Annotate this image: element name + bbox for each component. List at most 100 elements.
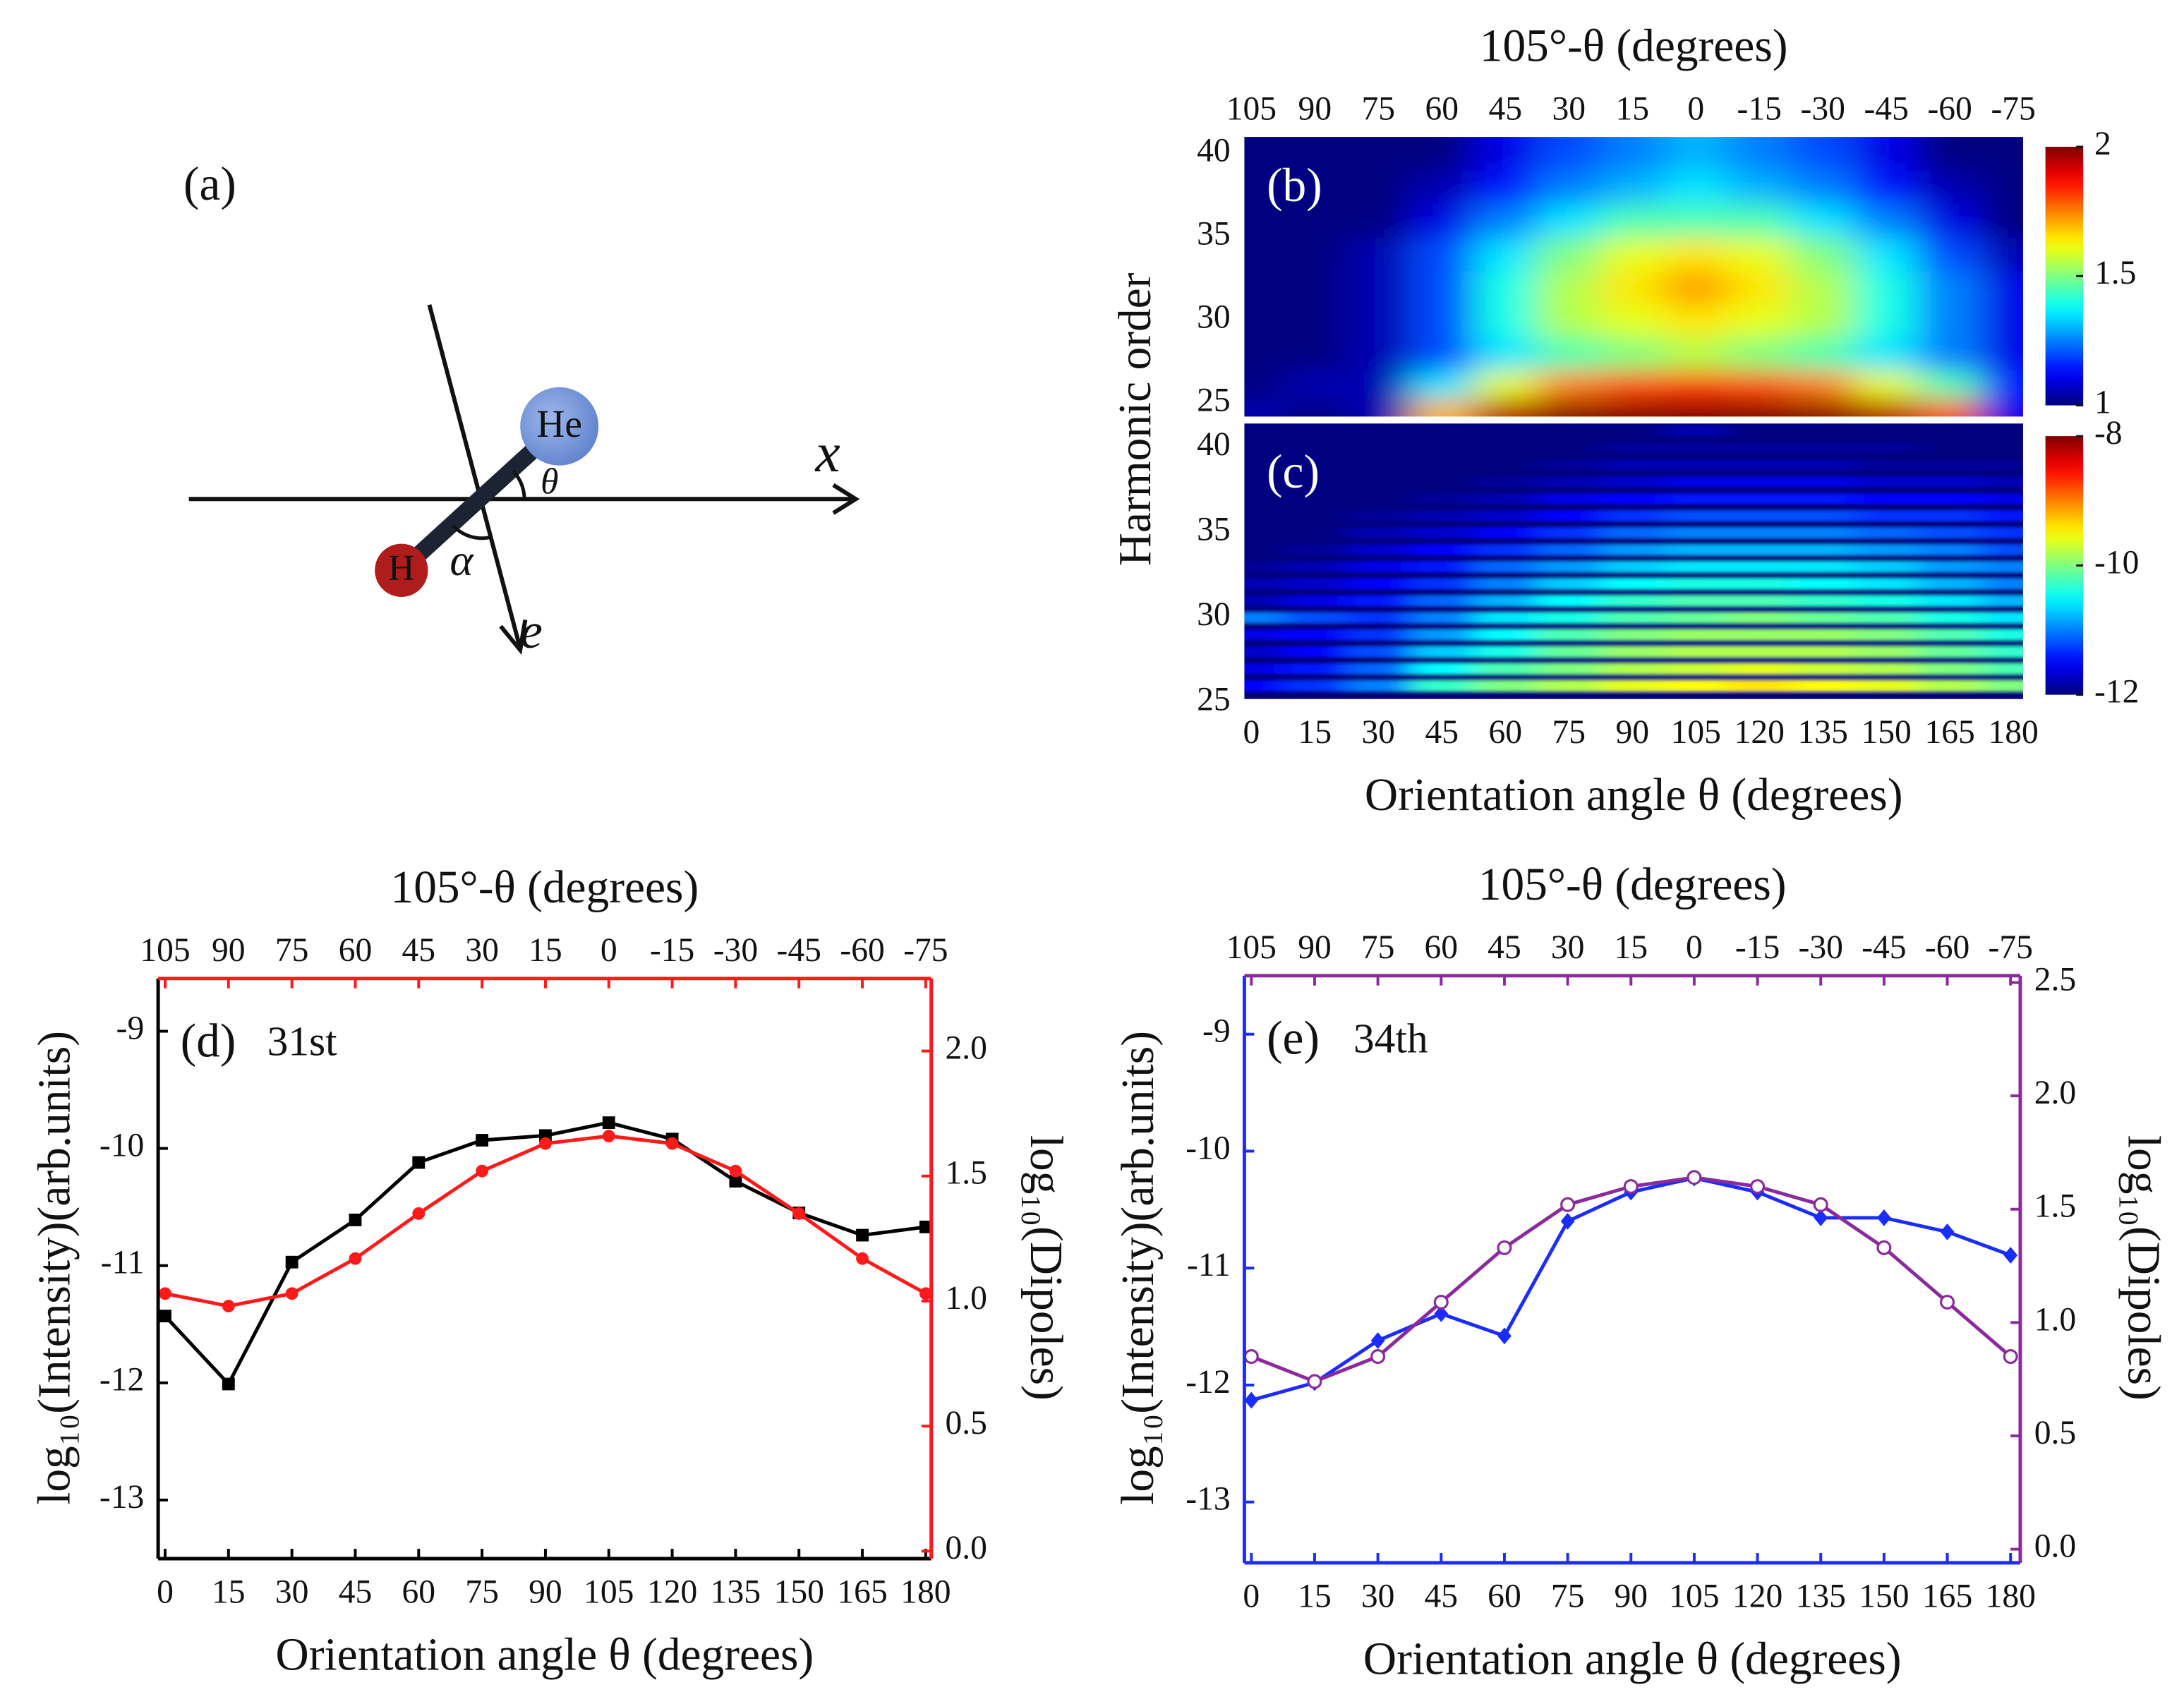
heatmap-cell: [1918, 137, 1983, 171]
panel-label: (c): [1267, 445, 1320, 498]
marker: [1750, 1179, 1766, 1195]
heatmap-cell: [1854, 236, 1919, 272]
y-axis-label: log₁₀(Intensity)(arb.units): [29, 1031, 80, 1505]
heatmap-cell: [1918, 399, 1983, 417]
heatmap-cell: [1664, 629, 1729, 640]
colorbar-tick-label: -8: [2094, 415, 2123, 452]
series-line: [164, 1134, 927, 1308]
heatmap-cell: [1727, 303, 1792, 338]
heatmap-cell: [1727, 270, 1792, 305]
colorbar-tick-label: -12: [2094, 674, 2139, 711]
heatmap-cell: [1283, 137, 1348, 171]
heatmap-cell: [1283, 370, 1348, 400]
marker: [159, 1287, 171, 1300]
heatmap-cell: [1727, 442, 1792, 453]
marker: [1623, 1179, 1639, 1195]
heatmap-cell: [1727, 425, 1792, 436]
marker: [412, 1156, 426, 1169]
y-tick-label: -13: [1185, 1481, 1230, 1518]
panel-label: (e): [1267, 1011, 1320, 1064]
heatmap-cell: [1918, 562, 1983, 572]
marker: [222, 1377, 235, 1391]
x2-tick-label: -60: [840, 932, 884, 969]
x2-tick-label: 60: [1425, 929, 1459, 966]
heatmap-cell: [1664, 646, 1729, 657]
x-tick-label: 75: [1552, 714, 1586, 751]
marker: [539, 1137, 552, 1150]
heatmap-cell: [1791, 442, 1856, 453]
heatmap-cell: [1791, 137, 1856, 171]
marker: [1940, 1223, 1955, 1240]
heatmap-cell: [1283, 170, 1348, 205]
x2-tick-label: 0: [1687, 90, 1704, 127]
heatmap-cell: [1918, 544, 1983, 555]
heatmap-cell: [1791, 646, 1856, 657]
heatmap-cell: [1981, 596, 2023, 606]
heatmap-cell: [1537, 562, 1602, 572]
heatmap-cell: [1244, 510, 1284, 521]
heatmap-cell: [1918, 370, 1983, 400]
colorbar-tick-label: 1: [2094, 384, 2111, 421]
x2-tick-label: -75: [1989, 929, 2033, 966]
heatmap-cell: [1600, 612, 1665, 623]
x2-tick-label: 15: [1614, 929, 1648, 966]
heatmap-cell: [1918, 476, 1983, 488]
heatmap-cell: [1918, 303, 1983, 338]
heatmap-cell: [1410, 493, 1475, 504]
heatmap-cell: [1346, 510, 1411, 521]
x2-tick-label: -30: [1799, 929, 1843, 966]
heatmap-cell: [1727, 579, 1792, 589]
heatmap-cell: [1283, 337, 1348, 371]
heatmap-cell: [1918, 459, 1983, 470]
heatmap-cell: [1346, 303, 1411, 338]
heatmap-cell: [1346, 236, 1411, 272]
x-tick-label: 0: [157, 1573, 174, 1610]
heatmap-cell: [1473, 170, 1538, 205]
heatmap-cell: [1727, 170, 1792, 205]
heatmap-cell: [1410, 562, 1475, 572]
heatmap-cell: [1600, 203, 1665, 238]
x-tick-label: 135: [1798, 714, 1848, 751]
heatmap-cell: [1410, 303, 1475, 338]
heatmap-cell: [1537, 137, 1602, 171]
angle-name: α: [450, 536, 474, 585]
x-axis-label: Orientation angle θ (degrees): [276, 1630, 814, 1681]
heatmap-cell: [1981, 680, 2023, 691]
x2-tick-label: 45: [1489, 90, 1523, 127]
heatmap-cell: [1600, 680, 1665, 691]
heatmap-cell: [1791, 629, 1856, 640]
heatmap-cell: [1537, 579, 1602, 589]
x2-tick-label: 105: [1226, 929, 1277, 966]
x-tick-label: 120: [1734, 714, 1785, 751]
heatmap-cell: [1918, 203, 1983, 238]
heatmap-cell: [1791, 303, 1856, 338]
heatmap-cell: [1664, 303, 1729, 338]
marker: [349, 1252, 362, 1265]
heatmap-cell: [1854, 663, 1919, 675]
heatmap-cell: [1410, 629, 1475, 640]
marker: [1687, 1170, 1702, 1185]
x-tick-label: 15: [212, 1573, 246, 1610]
heatmap-cell: [1854, 510, 1919, 521]
heatmap-cell: [1600, 370, 1665, 400]
heatmap-cell: [1473, 137, 1538, 171]
heatmap-cell: [1600, 476, 1665, 488]
heatmap-cell: [1473, 562, 1538, 572]
angle-name: θ: [541, 461, 558, 502]
marker: [1876, 1209, 1891, 1226]
y-tick-label: 40: [1197, 426, 1231, 463]
heatmap-cell: [1600, 629, 1665, 640]
x2-tick-label: -15: [1735, 929, 1780, 966]
heatmap-cell: [1244, 493, 1284, 504]
heatmap-cell: [1346, 476, 1411, 488]
x2-tick-label: 75: [1362, 90, 1396, 127]
heatmap-cell: [1346, 270, 1411, 305]
heatmap-cell: [1854, 612, 1919, 623]
heatmap-cell: [1473, 527, 1538, 538]
x-tick-label: 0: [1243, 714, 1260, 751]
marker: [1876, 1240, 1892, 1255]
x-tick-label: 0: [1243, 1578, 1260, 1614]
heatmap-cell: [1854, 270, 1919, 305]
